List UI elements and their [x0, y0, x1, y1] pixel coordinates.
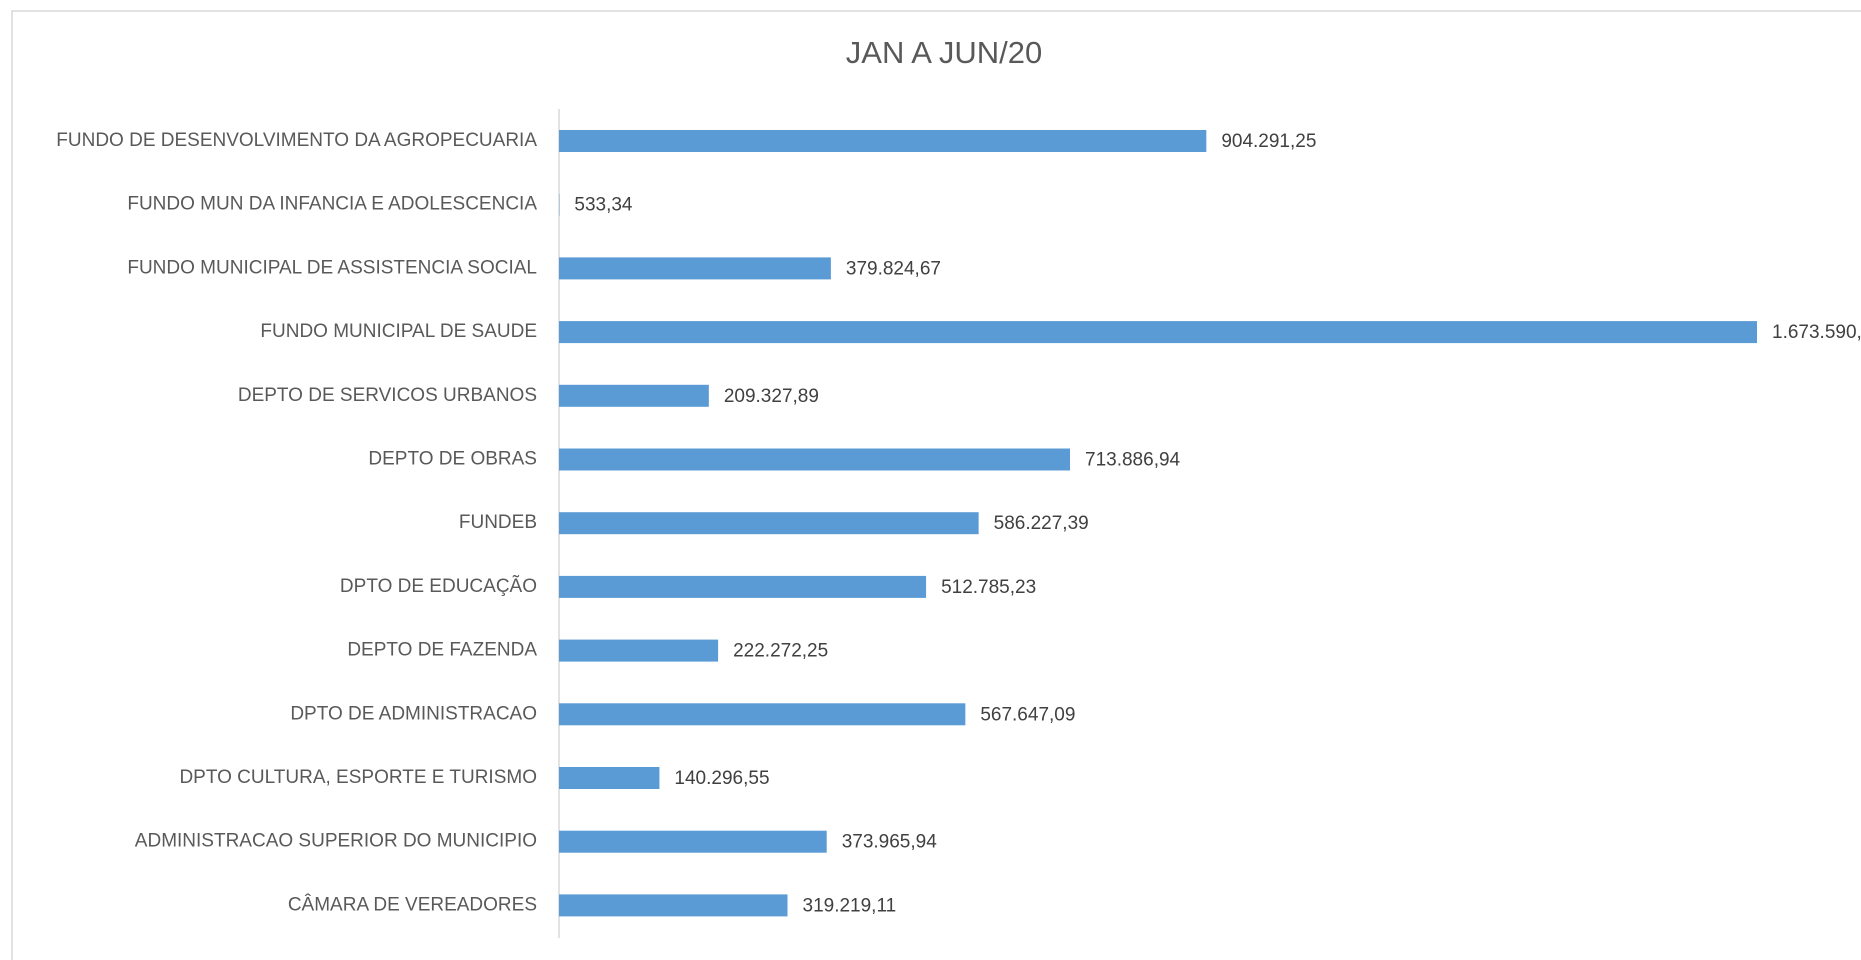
bar	[559, 639, 719, 662]
bar	[559, 321, 1757, 344]
category-label: DPTO DE EDUCAÇÃO	[340, 575, 537, 597]
value-label: 713.886,94	[1085, 450, 1181, 471]
bar	[559, 575, 927, 598]
category-label: FUNDO MUNICIPAL DE SAUDE	[260, 321, 537, 342]
value-label: 512.785,23	[941, 577, 1036, 598]
category-label: CÂMARA DE VEREADORES	[288, 893, 537, 915]
chart-frame	[11, 10, 1861, 960]
category-label: FUNDO MUNICIPAL DE ASSISTENCIA SOCIAL	[127, 257, 537, 278]
category-label: DEPTO DE OBRAS	[368, 449, 537, 470]
bar	[559, 894, 788, 917]
value-label: 567.647,09	[980, 704, 1075, 725]
value-label: 373.965,94	[842, 832, 938, 853]
category-label: FUNDO MUN DA INFANCIA E ADOLESCENCIA	[127, 194, 537, 215]
bar	[559, 257, 831, 280]
value-label: 904.291,25	[1221, 131, 1316, 152]
value-label: 379.824,67	[846, 258, 941, 279]
category-label: FUNDEB	[459, 512, 537, 533]
bar	[559, 512, 979, 535]
value-label: 1.673.590,56	[1772, 322, 1861, 343]
value-label: 140.296,55	[674, 768, 769, 789]
bar	[559, 384, 709, 407]
bar	[559, 767, 660, 789]
category-label: ADMINISTRACAO SUPERIOR DO MUNICIPIO	[135, 831, 537, 852]
value-label: 209.327,89	[724, 386, 819, 407]
value-label: 533,34	[574, 195, 633, 216]
bar	[559, 703, 966, 726]
chart-title: JAN A JUN/20	[846, 35, 1042, 70]
category-label: FUNDO DE DESENVOLVIMENTO DA AGROPECUARIA	[56, 130, 537, 151]
bar	[559, 830, 827, 853]
category-label: DEPTO DE FAZENDA	[347, 640, 537, 661]
category-label: DPTO DE ADMINISTRACAO	[290, 703, 537, 724]
category-label: DEPTO DE SERVICOS URBANOS	[238, 385, 537, 406]
category-label: DPTO CULTURA, ESPORTE E TURISMO	[179, 767, 537, 788]
value-label: 222.272,25	[733, 641, 828, 662]
bar	[559, 130, 1207, 152]
bar	[559, 448, 1071, 471]
value-label: 319.219,11	[803, 895, 897, 916]
value-label: 586.227,39	[994, 513, 1089, 534]
